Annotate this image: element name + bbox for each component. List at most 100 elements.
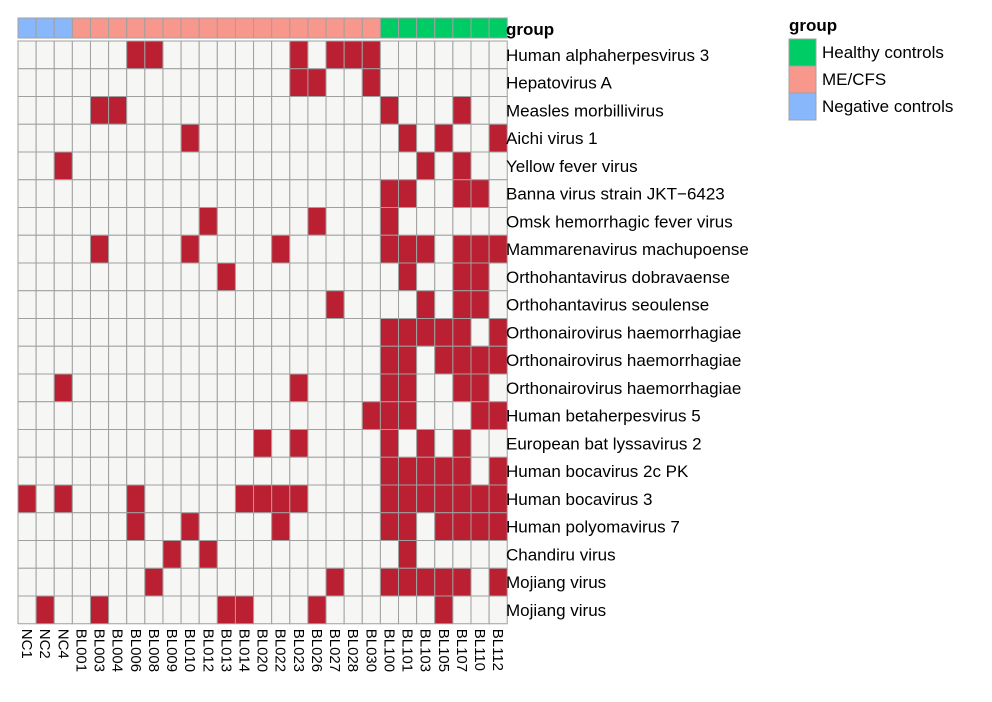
heatmap-cell (325, 68, 345, 97)
heatmap-cell (89, 567, 110, 597)
heatmap-cell (434, 234, 454, 264)
heatmap-cell (488, 262, 508, 292)
heatmap-cell (216, 151, 236, 181)
heatmap-cell (144, 151, 164, 181)
heatmap-cell (198, 429, 218, 458)
annotation-cell-bl107 (452, 17, 472, 39)
heatmap-cell (398, 567, 418, 597)
heatmap-cell (89, 373, 110, 403)
heatmap-cell (398, 429, 418, 458)
heatmap-cell (452, 40, 472, 70)
heatmap-cell (53, 290, 73, 319)
heatmap-cell (180, 512, 200, 541)
heatmap-cell (398, 68, 418, 97)
heatmap-cell (198, 401, 218, 430)
heatmap-cell (17, 512, 37, 541)
heatmap-cell (307, 207, 327, 236)
heatmap-cell (198, 345, 218, 375)
heatmap-cell (307, 262, 327, 292)
heatmap-cell (379, 373, 400, 403)
column-label: BL009 (163, 629, 180, 672)
heatmap-cell (325, 207, 345, 236)
heatmap-cell (398, 179, 418, 208)
heatmap-cell (144, 512, 164, 541)
heatmap-cell (216, 123, 236, 153)
heatmap-cell (379, 151, 400, 181)
heatmap-cell (452, 96, 472, 125)
heatmap-cell (470, 96, 490, 125)
heatmap-cell (488, 567, 508, 597)
heatmap-cell (361, 456, 381, 486)
heatmap-cell (71, 345, 91, 375)
heatmap-cell (271, 595, 291, 625)
heatmap-cell (271, 540, 291, 569)
heatmap-cell (398, 207, 418, 236)
heatmap-cell (126, 567, 146, 597)
annotation-cell-bl004 (108, 17, 128, 39)
heatmap-cell (289, 595, 309, 625)
heatmap-cell (271, 373, 291, 403)
heatmap-cell (234, 96, 255, 125)
heatmap-cell (180, 401, 200, 430)
heatmap-cell (180, 234, 200, 264)
heatmap-cell (416, 151, 436, 181)
heatmap-cell (434, 567, 454, 597)
column-label: BL027 (326, 629, 343, 672)
heatmap-cell (53, 179, 73, 208)
legend-swatch (788, 38, 817, 67)
heatmap-cell (398, 595, 418, 625)
heatmap-cell (271, 484, 291, 514)
row-label: Omsk hemorrhagic fever virus (506, 212, 733, 231)
heatmap-cell (289, 68, 309, 97)
heatmap-cell (361, 484, 381, 514)
heatmap-cell (325, 40, 345, 70)
heatmap-cell (470, 262, 490, 292)
heatmap-cell (108, 207, 128, 236)
heatmap-cell (144, 262, 164, 292)
heatmap-cell (108, 96, 128, 125)
heatmap-cell (452, 290, 472, 319)
column-label: BL110 (471, 629, 488, 671)
heatmap-cell (108, 262, 128, 292)
heatmap-cell (271, 234, 291, 264)
heatmap-cell (89, 595, 110, 625)
heatmap-cell (53, 401, 73, 430)
heatmap-cell (307, 512, 327, 541)
heatmap-cell (216, 68, 236, 97)
heatmap-cell (289, 567, 309, 597)
heatmap-cell (416, 262, 436, 292)
heatmap-cell (488, 429, 508, 458)
heatmap-cell (71, 318, 91, 347)
heatmap-cell (108, 345, 128, 375)
heatmap-cell (17, 373, 37, 403)
heatmap-cell (108, 595, 128, 625)
heatmap-cell (162, 151, 182, 181)
heatmap-cell (470, 318, 490, 347)
heatmap-cell (234, 151, 255, 181)
heatmap-cell (398, 373, 418, 403)
heatmap-cell (216, 456, 236, 486)
heatmap-cell (198, 484, 218, 514)
heatmap-cell (234, 401, 255, 430)
heatmap-cell (144, 179, 164, 208)
heatmap-cell (452, 429, 472, 458)
heatmap-cell (234, 290, 255, 319)
heatmap-cell (343, 96, 363, 125)
heatmap-cell (398, 401, 418, 430)
row-label: Banna virus strain JKT−6423 (506, 185, 725, 204)
heatmap-cell (307, 151, 327, 181)
heatmap-cell (126, 234, 146, 264)
heatmap-cell (108, 484, 128, 514)
heatmap-cell (307, 123, 327, 153)
heatmap-cell (307, 429, 327, 458)
heatmap-cell (198, 40, 218, 70)
heatmap-cell (416, 401, 436, 430)
heatmap-cell (216, 345, 236, 375)
heatmap-cell (289, 373, 309, 403)
column-label: BL030 (362, 629, 379, 672)
annotation-cell-bl009 (162, 17, 182, 39)
column-label: BL006 (127, 629, 144, 672)
heatmap-cell (361, 68, 381, 97)
row-label: Orthonairovirus haemorrhagiae (506, 379, 741, 398)
